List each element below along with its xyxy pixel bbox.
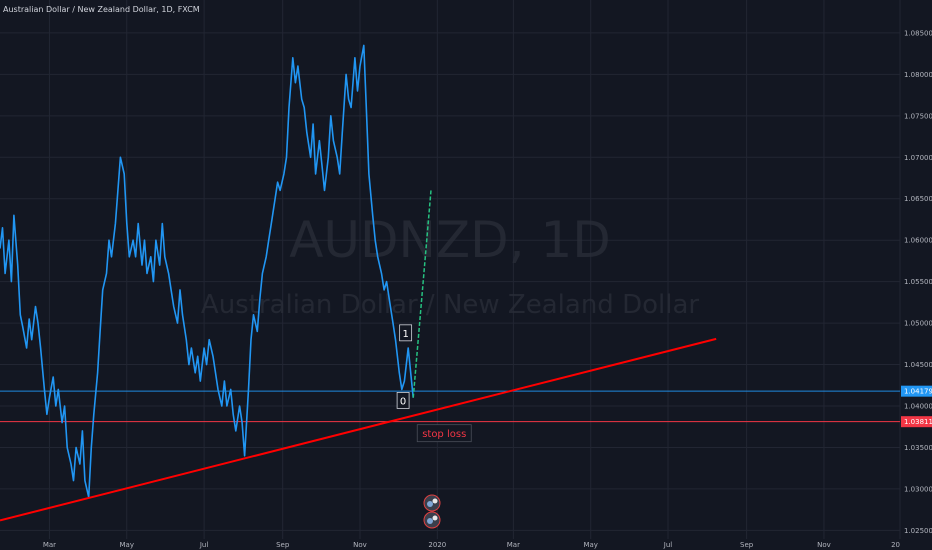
horizontal-levels <box>0 390 900 423</box>
price-tick-label: 1.03000 <box>904 485 932 493</box>
time-tick-label: Sep <box>740 541 754 549</box>
event-marker-icon[interactable] <box>423 494 441 512</box>
current-price-tag-text: 1.04179 <box>904 388 932 396</box>
price-tick-label: 1.06000 <box>904 237 932 245</box>
current-price-tag: 1.04179 <box>901 385 932 397</box>
time-tick-label: Jul <box>199 541 209 549</box>
price-tick-label: 1.06500 <box>904 195 932 203</box>
stop-loss-label-box <box>416 424 472 443</box>
price-axis[interactable]: 1.02500 1.03000 1.03500 1.04000 1.04500 1.050… <box>901 0 932 535</box>
wave-label-text: 1 <box>402 329 408 340</box>
event-marker-dot <box>432 515 438 521</box>
price-tick-label: 1.07000 <box>904 154 932 162</box>
chart-title: Australian Dollar / New Zealand Dollar, … <box>3 5 200 14</box>
time-tick-label: 20 <box>891 541 900 549</box>
price-tick-label: 1.04000 <box>904 403 932 411</box>
price-series-line <box>0 44 414 499</box>
wave-label-0[interactable]: 0 <box>396 392 410 409</box>
stop-level-tag-text: 1.03811 <box>904 418 932 426</box>
time-tick-label: May <box>583 541 597 549</box>
price-tick-label: 1.08000 <box>904 71 932 79</box>
price-tick-label: 1.04500 <box>904 361 932 369</box>
current-price-tag-bg <box>901 385 932 397</box>
time-tick-label: Jul <box>663 541 673 549</box>
event-marker-icon[interactable] <box>423 511 441 529</box>
time-tick-label: Sep <box>276 541 290 549</box>
projection-line[interactable] <box>412 190 432 398</box>
time-tick-label: May <box>120 541 134 549</box>
event-markers[interactable] <box>423 494 441 529</box>
wave-label-text: 0 <box>400 396 406 407</box>
stop-level-tag: 1.03811 <box>901 416 932 428</box>
time-tick-label: Nov <box>353 541 367 549</box>
drawings[interactable]: 0 1 stop loss <box>0 190 717 522</box>
event-marker-dot <box>432 498 438 504</box>
series-layer <box>0 44 414 499</box>
wave-label-box <box>396 392 410 409</box>
price-tick-label: 1.05000 <box>904 320 932 328</box>
price-tick-label: 1.05500 <box>904 278 932 286</box>
stop-loss-label[interactable]: stop loss <box>416 424 472 443</box>
stop-loss-label-text: stop loss <box>422 429 466 440</box>
stop-level-tag-bg <box>901 416 932 428</box>
price-tick-label: 1.02500 <box>904 527 932 535</box>
price-tick-label: 1.03500 <box>904 444 932 452</box>
time-tick-label: Nov <box>817 541 831 549</box>
wave-label-1[interactable]: 1 <box>399 324 413 342</box>
price-tick-label: 1.07500 <box>904 112 932 120</box>
support-trendline[interactable] <box>0 337 717 522</box>
price-tick-label: 1.08500 <box>904 29 932 37</box>
watermark-symbol: AUDNZD, 1D <box>289 211 611 269</box>
watermark: AUDNZD, 1D Australian Dollar / New Zeala… <box>201 211 699 320</box>
time-tick-label: 2020 <box>428 541 446 549</box>
event-marker-flag <box>427 501 433 507</box>
time-tick-label: Mar <box>507 541 520 549</box>
grid <box>0 0 901 539</box>
time-axis[interactable]: Mar May Jul Sep Nov 2020 Mar May Jul Sep Nov 20 <box>43 541 900 549</box>
wave-label-box <box>399 324 413 342</box>
event-marker-flag <box>427 518 433 524</box>
watermark-name: Australian Dollar / New Zealand Dollar <box>201 290 699 320</box>
time-tick-label: Mar <box>43 541 56 549</box>
